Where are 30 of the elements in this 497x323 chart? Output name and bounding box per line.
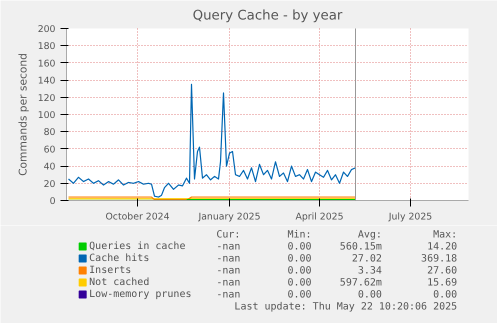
text: -nan 0.00 0.00 0.00 bbox=[216, 290, 458, 300]
y-tick-label: 60 bbox=[44, 144, 56, 156]
x-tick-label: January 2025 bbox=[197, 212, 261, 222]
legend-label: Low-memory prunes bbox=[89, 289, 192, 300]
y-tick-label: 20 bbox=[44, 178, 56, 190]
text: -nan 0.00 597.62m 15.69 bbox=[216, 278, 458, 288]
y-tick-label: 140 bbox=[38, 76, 56, 87]
line-series bbox=[68, 84, 356, 198]
text: Cur: Min: Avg: Max: bbox=[216, 230, 458, 240]
y-tick-label: 40 bbox=[44, 162, 56, 173]
x-tick-label: April 2025 bbox=[295, 212, 344, 222]
y-tick-label: 80 bbox=[44, 127, 56, 138]
x-tick-label: July 2025 bbox=[388, 212, 432, 222]
y-tick-label: 160 bbox=[38, 58, 56, 70]
y-tick-label: 120 bbox=[38, 92, 56, 104]
y-tick-label: 100 bbox=[38, 110, 56, 121]
legend-label: Not cached bbox=[89, 277, 150, 288]
x-tick-label: October 2024 bbox=[105, 212, 170, 222]
text: -nan 0.00 560.15m 14.20 bbox=[216, 242, 458, 252]
y-axis-title: Commands per second bbox=[16, 53, 30, 176]
legend-label: Inserts bbox=[89, 265, 132, 276]
legend-label: Queries in cache bbox=[89, 241, 186, 252]
text: Last update: Thu May 22 10:20:06 2025 bbox=[234, 302, 458, 312]
text: -nan 0.00 27.02 369.18 bbox=[216, 254, 458, 264]
y-tick-label: 0 bbox=[50, 196, 56, 207]
y-tick-label: 200 bbox=[38, 24, 56, 35]
y-tick-label: 180 bbox=[38, 41, 56, 52]
text: -nan 0.00 3.34 27.60 bbox=[216, 266, 458, 276]
legend-label: Cache hits bbox=[89, 253, 150, 264]
chart-title: Query Cache - by year bbox=[192, 8, 343, 24]
